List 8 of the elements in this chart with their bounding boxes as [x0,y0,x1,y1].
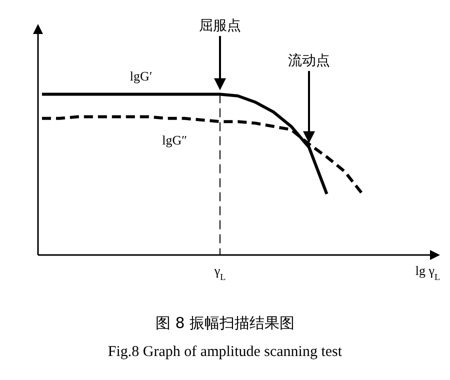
x-axis-title: lg γ$_{L}$ [415,263,440,282]
text: 流动点 [288,53,330,69]
series-label: lgG″ [162,132,188,148]
text: γ$_{L}$ [214,263,226,282]
series-label: lgG′ [130,68,152,84]
text: 屈服点 [199,18,241,34]
text: 图 8 振幅扫描结果图 [155,314,295,332]
text: Fig.8 Graph of amplitude scanning test [108,344,343,360]
